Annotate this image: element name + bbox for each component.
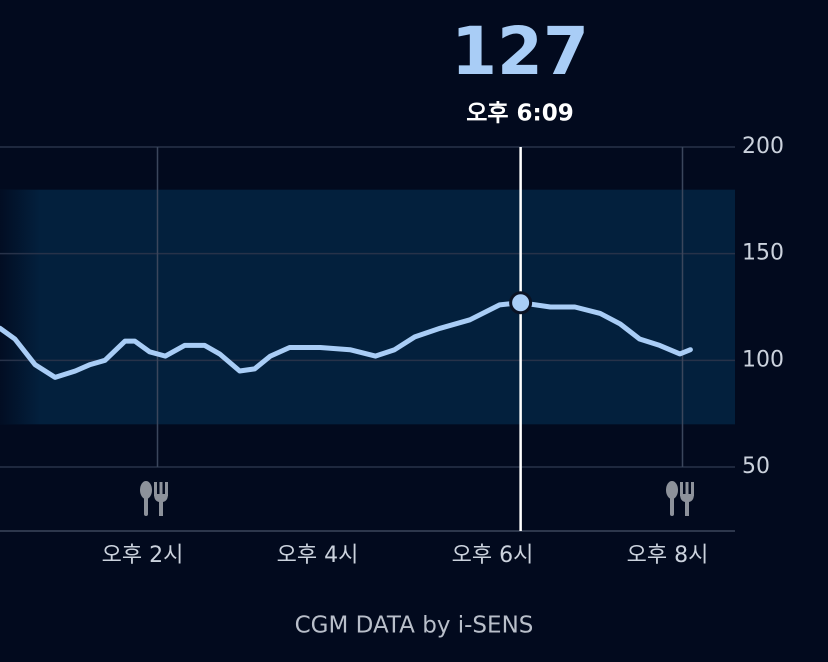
x-tick-label: 오후 4시 (277, 543, 359, 568)
x-tick-label: 오후 8시 (627, 543, 709, 568)
meal-icon (666, 481, 694, 516)
x-tick-label: 오후 2시 (102, 543, 184, 568)
footer: CGM DATA by i-SENS (295, 613, 534, 639)
y-tick-label: 50 (742, 454, 770, 479)
plot-area: 50 100 150 200 오후 2시 오후 4시 오후 6시 오후 8시 (0, 134, 784, 568)
y-tick-label: 100 (742, 347, 784, 372)
x-tick-label: 오후 6시 (452, 543, 534, 568)
y-tick-label: 200 (742, 134, 784, 159)
y-tick-label: 150 (742, 241, 784, 266)
glucose-line (0, 300, 693, 380)
meal-icon (140, 481, 168, 516)
target-range (0, 189, 735, 425)
current-value: 127 (451, 13, 589, 90)
current-time: 오후 6:09 (466, 101, 574, 127)
cursor-point (509, 291, 533, 315)
edge-fade (0, 189, 40, 425)
